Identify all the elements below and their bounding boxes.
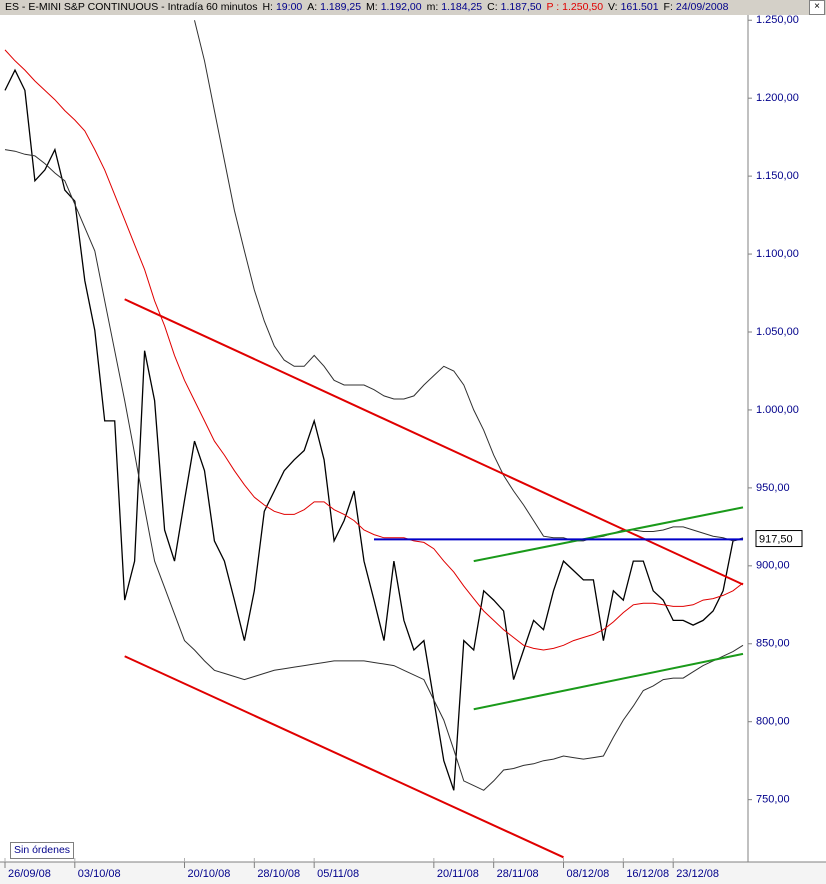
plot-layer	[4, 20, 744, 859]
trend-line	[124, 655, 564, 859]
header-label: A:	[307, 1, 318, 13]
x-tick-label: 28/10/08	[257, 868, 300, 880]
header-label: H:	[262, 1, 273, 13]
y-tick-label: 800,00	[756, 716, 790, 728]
x-tick-label: 26/09/08	[8, 868, 51, 880]
header-item: C: 1.187,50	[487, 1, 541, 13]
x-tick-label: 23/12/08	[676, 868, 719, 880]
close-button[interactable]: ×	[809, 0, 825, 15]
y-tick-label: 750,00	[756, 794, 790, 806]
header-value: 1.250,50	[562, 1, 604, 13]
plot-background	[0, 15, 748, 862]
header-value: 19:00	[275, 1, 303, 13]
y-tick-label: 1.200,00	[756, 92, 799, 104]
y-tick-label: 850,00	[756, 638, 790, 650]
x-tick-label: 28/11/08	[497, 868, 539, 880]
header-item: H: 19:00	[262, 1, 302, 13]
y-tick-label: 1.150,00	[756, 170, 799, 182]
y-tick-label: 1.250,00	[756, 15, 799, 26]
header-label: F:	[663, 1, 673, 13]
moving-average	[4, 49, 744, 651]
x-tick-label: 20/11/08	[437, 868, 479, 880]
header-item: ES - E-MINI S&P CONTINUOUS - Intradía 60…	[5, 1, 257, 13]
header-label: V:	[608, 1, 618, 13]
header-item: V: 161.501	[608, 1, 659, 13]
header-item: A: 1.189,25	[307, 1, 361, 13]
header-bar: ES - E-MINI S&P CONTINUOUS - Intradía 60…	[0, 0, 826, 15]
header-label: m:	[426, 1, 439, 13]
header-item: F: 24/09/2008	[664, 1, 729, 13]
trend-line	[473, 652, 744, 711]
x-tick-label: 16/12/08	[626, 868, 669, 880]
header-value: 1.192,00	[380, 1, 422, 13]
y-tick-label: 1.100,00	[756, 248, 799, 260]
price-tag-label: 917,50	[759, 533, 793, 545]
header-value: 1.184,25	[441, 1, 483, 13]
header-item: M: 1.192,00	[366, 1, 422, 13]
x-tick-label: 20/10/08	[188, 868, 231, 880]
axis-background	[748, 15, 826, 862]
header-value: 1.187,50	[500, 1, 542, 13]
x-tick-label: 05/11/08	[317, 868, 359, 880]
band-line	[4, 149, 744, 791]
header-label: M:	[366, 1, 378, 13]
band-line	[194, 20, 744, 542]
header-label: C:	[487, 1, 498, 13]
y-tick-label: 950,00	[756, 482, 790, 494]
x-axis-background	[0, 862, 826, 884]
price-line	[4, 68, 744, 791]
header-value: 161.501	[620, 1, 659, 13]
orders-button[interactable]: Sin órdenes	[10, 842, 75, 859]
y-tick-label: 900,00	[756, 560, 790, 572]
y-tick-label: 1.000,00	[756, 404, 799, 416]
trend-line	[473, 506, 744, 563]
price-tag	[755, 530, 803, 548]
x-tick-label: 03/10/08	[78, 868, 121, 880]
header-item: P :1.250,50	[547, 1, 604, 13]
header-value: 24/09/2008	[675, 1, 729, 13]
chart: 750,00 800,00 850,00 900,00 950,00 1.000,00 1.…	[0, 15, 826, 884]
header-label: ES - E-MINI S&P CONTINUOUS - Intradía 60…	[5, 1, 258, 13]
header-value: 1.189,25	[320, 1, 362, 13]
x-tick-label: 08/12/08	[566, 868, 609, 880]
trend-line	[124, 298, 744, 586]
header-item: m: 1.184,25	[427, 1, 483, 13]
y-tick-label: 1.050,00	[756, 326, 799, 338]
header-label: P :	[546, 1, 560, 13]
